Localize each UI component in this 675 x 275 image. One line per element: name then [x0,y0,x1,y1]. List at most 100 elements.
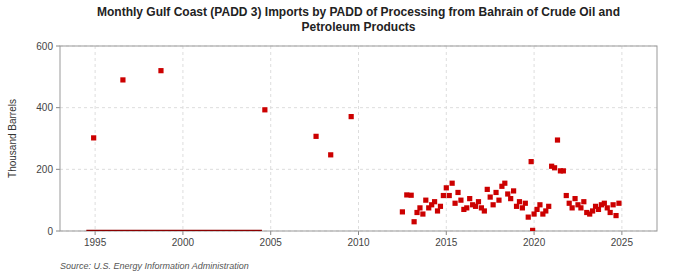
point [502,181,507,186]
x-tick [182,231,183,235]
point [530,228,535,231]
y-tick-label: 200 [36,164,53,175]
point [613,213,618,218]
point [511,188,516,193]
point [546,204,551,209]
x-tick-label: 2010 [347,237,370,248]
y-tick [56,231,60,232]
point [414,210,419,215]
point [444,185,449,190]
point [596,207,601,212]
point [572,196,577,201]
x-tick [95,231,96,235]
y-tick-label: 0 [47,226,53,237]
point [578,205,583,210]
x-tick [621,231,622,235]
point [508,196,513,201]
point [517,199,522,204]
y-tick-label: 600 [36,41,53,52]
line [86,230,262,231]
point [491,202,496,207]
point [412,219,417,224]
point [464,205,469,210]
point [158,68,163,73]
point [328,152,333,157]
point [529,159,534,164]
x-tick-label: 2005 [260,237,283,248]
grid-line-x [358,46,359,231]
point [534,207,539,212]
point [91,135,96,140]
point [581,199,586,204]
point [409,193,414,198]
plot-frame [60,46,657,231]
point [313,134,318,139]
y-tick-label: 400 [36,102,53,113]
y-axis-label: Thousand Barrels [7,99,18,178]
point [561,168,566,173]
point [120,77,125,82]
x-tick [446,231,447,235]
point [400,209,405,214]
point [505,191,510,196]
point [417,205,422,210]
point [349,114,354,119]
y-tick [56,169,60,170]
point [555,137,560,142]
x-tick [534,231,535,235]
grid-line-y [60,169,657,170]
y-tick [56,46,60,47]
point [452,201,457,206]
point [602,201,607,206]
point [476,199,481,204]
y-tick [56,107,60,108]
point [543,208,548,213]
x-tick-label: 2015 [435,237,458,248]
title: Monthly Gulf Coast (PADD 3) Imports by P… [97,5,620,34]
point [520,205,525,210]
x-tick [358,231,359,235]
grid-line-y [60,107,657,108]
point [441,193,446,198]
x-tick-label: 2000 [172,237,195,248]
point [482,208,487,213]
point [570,205,575,210]
point [526,215,531,220]
x-tick-label: 2025 [611,237,634,248]
annotation: Source: U.S. Energy Information Administ… [60,261,249,271]
point [514,204,519,209]
point [458,198,463,203]
point [616,201,621,206]
point [552,165,557,170]
grid-line-x [534,46,535,231]
point [493,190,498,195]
point [605,205,610,210]
plot-area [60,46,657,231]
x-tick [270,231,271,235]
point [567,201,572,206]
point [423,198,428,203]
grid-line-x [270,46,271,231]
grid [60,46,657,231]
point [496,198,501,203]
point [262,107,267,112]
point [435,208,440,213]
data-layer [86,68,621,231]
point [611,202,616,207]
point [590,208,595,213]
point [447,193,452,198]
point [531,211,536,216]
x-tick-label: 2020 [523,237,546,248]
point [485,187,490,192]
point [523,201,528,206]
point [537,202,542,207]
point [488,194,493,199]
chart: Monthly Gulf Coast (PADD 3) Imports by P… [0,0,675,275]
point [455,190,460,195]
point [473,204,478,209]
point [467,196,472,201]
grid-line-x [182,46,183,231]
x-tick-label: 1995 [84,237,107,248]
grid-line-x [446,46,447,231]
point [450,181,455,186]
